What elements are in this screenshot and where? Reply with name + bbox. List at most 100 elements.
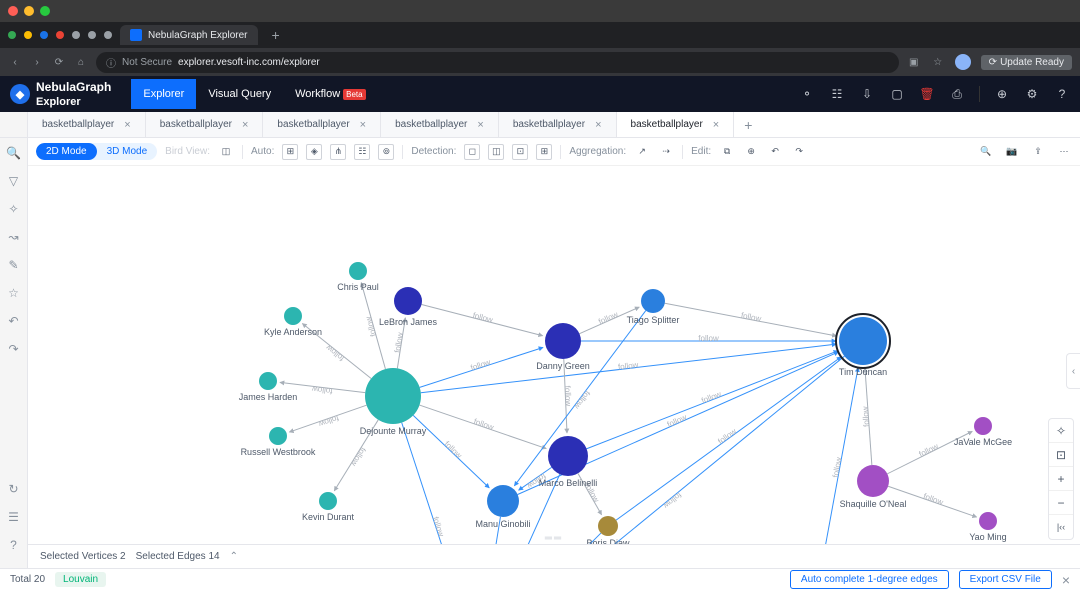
nav-item-explorer[interactable]: Explorer: [131, 79, 196, 109]
agg2-icon[interactable]: ⇢: [658, 144, 674, 160]
graph-node[interactable]: [269, 427, 287, 445]
reload-icon[interactable]: ⟳: [52, 57, 66, 68]
close-icon[interactable]: ×: [124, 119, 130, 131]
close-icon[interactable]: ×: [477, 119, 483, 131]
graph-node[interactable]: [979, 512, 997, 530]
zoom-in-icon[interactable]: +: [1049, 467, 1073, 491]
detect1-icon[interactable]: ◻: [464, 144, 480, 160]
browser-tab-dot[interactable]: [40, 31, 48, 39]
tab-add-button[interactable]: +: [734, 117, 762, 133]
browser-tab-dot[interactable]: [88, 31, 96, 39]
footer-close-icon[interactable]: ×: [1062, 572, 1070, 588]
back-icon[interactable]: ‹: [8, 57, 22, 68]
extension-icon[interactable]: ▣: [907, 57, 921, 68]
file-tab[interactable]: basketballplayer×: [381, 112, 499, 137]
rail-undo-icon[interactable]: ↶: [7, 314, 21, 328]
home-icon[interactable]: ⌂: [74, 57, 88, 68]
search-icon[interactable]: 🔍: [978, 144, 994, 160]
tree-icon[interactable]: ☷: [829, 87, 845, 101]
browser-tab-dot[interactable]: [56, 31, 64, 39]
browser-tab-dot[interactable]: [104, 31, 112, 39]
close-icon[interactable]: ×: [242, 119, 248, 131]
mode-2d-button[interactable]: 2D Mode: [36, 143, 97, 160]
traffic-max-icon[interactable]: [40, 6, 50, 16]
graph-node[interactable]: [349, 262, 367, 280]
graph-node[interactable]: [641, 289, 665, 313]
rail-redo-icon[interactable]: ↷: [7, 342, 21, 356]
rail-expand-icon[interactable]: ✧: [7, 202, 21, 216]
edit-link-icon[interactable]: ⧉: [719, 144, 735, 160]
graph-node[interactable]: [857, 465, 889, 497]
graph-node[interactable]: [545, 323, 581, 359]
zoom-out-icon[interactable]: −: [1049, 491, 1073, 515]
browser-tab-dot[interactable]: [24, 31, 32, 39]
nav-item-workflow[interactable]: WorkflowBeta: [283, 79, 378, 109]
update-button[interactable]: ⟳Update Ready: [981, 55, 1072, 70]
rail-edit-icon[interactable]: ✎: [7, 258, 21, 272]
rail-filter-icon[interactable]: ▽: [7, 174, 21, 188]
rail-help-icon[interactable]: ?: [7, 538, 21, 552]
agg1-icon[interactable]: ↗: [634, 144, 650, 160]
edit-redo-icon[interactable]: ↷: [791, 144, 807, 160]
edit-undo-icon[interactable]: ↶: [767, 144, 783, 160]
browser-tab-dot[interactable]: [8, 31, 16, 39]
auto-layout1-icon[interactable]: ⊞: [282, 144, 298, 160]
close-icon[interactable]: ×: [713, 119, 719, 131]
bookmark-icon[interactable]: ☆: [931, 57, 945, 68]
graph-node[interactable]: [598, 516, 618, 536]
close-icon[interactable]: ×: [595, 119, 601, 131]
graph-node[interactable]: [487, 485, 519, 517]
close-icon[interactable]: ×: [360, 119, 366, 131]
file-tab[interactable]: basketballplayer×: [263, 112, 381, 137]
graph-icon[interactable]: ⚬: [799, 87, 815, 101]
download-icon[interactable]: ⇩: [859, 87, 875, 101]
rail-star-icon[interactable]: ☆: [7, 286, 21, 300]
graph-node[interactable]: [548, 436, 588, 476]
rail-path-icon[interactable]: ↝: [7, 230, 21, 244]
address-bar[interactable]: ⓘ Not Secure explorer.vesoft-inc.com/exp…: [96, 52, 899, 73]
browser-tab-dot[interactable]: [72, 31, 80, 39]
traffic-close-icon[interactable]: [8, 6, 18, 16]
avatar-icon[interactable]: [955, 54, 971, 70]
detect3-icon[interactable]: ⊡: [512, 144, 528, 160]
graph-node[interactable]: [259, 372, 277, 390]
zoom-reset-icon[interactable]: |‹‹: [1049, 515, 1073, 539]
forward-icon[interactable]: ›: [30, 57, 44, 68]
algorithm-chip[interactable]: Louvain: [55, 572, 106, 587]
canvas-area[interactable]: 2D Mode 3D Mode Bird View: ◫ Auto: ⊞ ◈ ⋔…: [28, 138, 1080, 568]
side-panel-toggle[interactable]: ‹: [1066, 353, 1080, 389]
new-tab-button[interactable]: +: [266, 27, 286, 43]
export-csv-button[interactable]: Export CSV File: [959, 570, 1052, 589]
app-logo[interactable]: ◆ NebulaGraphExplorer: [10, 80, 111, 108]
graph-node[interactable]: [974, 417, 992, 435]
graph-node[interactable]: [839, 317, 887, 365]
help-icon[interactable]: ?: [1054, 87, 1070, 101]
rail-history-icon[interactable]: ↻: [7, 482, 21, 496]
rail-search-icon[interactable]: 🔍: [7, 146, 21, 160]
zoom-fit-icon[interactable]: ✧: [1049, 419, 1073, 443]
nav-item-visual-query[interactable]: Visual Query: [196, 79, 283, 109]
file-tab[interactable]: basketballplayer×: [146, 112, 264, 137]
more-icon[interactable]: ⋯: [1056, 144, 1072, 160]
mode-3d-button[interactable]: 3D Mode: [97, 143, 158, 160]
graph-node[interactable]: [319, 492, 337, 510]
window-icon[interactable]: ▢: [889, 87, 905, 101]
auto-layout3-icon[interactable]: ⋔: [330, 144, 346, 160]
selection-expand-icon[interactable]: ⌃: [230, 551, 238, 562]
graph-node[interactable]: [365, 368, 421, 424]
graph-node[interactable]: [394, 287, 422, 315]
auto-layout4-icon[interactable]: ☷: [354, 144, 370, 160]
auto-layout5-icon[interactable]: ⊚: [378, 144, 394, 160]
file-tab[interactable]: basketballplayer×: [617, 112, 735, 137]
detect2-icon[interactable]: ◫: [488, 144, 504, 160]
detect4-icon[interactable]: ⊞: [536, 144, 552, 160]
rail-list-icon[interactable]: ☰: [7, 510, 21, 524]
print-icon[interactable]: ⎙: [949, 87, 965, 102]
traffic-min-icon[interactable]: [24, 6, 34, 16]
auto-layout2-icon[interactable]: ◈: [306, 144, 322, 160]
auto-complete-button[interactable]: Auto complete 1-degree edges: [790, 570, 949, 589]
birdview-toggle[interactable]: ◫: [218, 144, 234, 160]
resize-handle[interactable]: ══: [545, 533, 563, 544]
trash-icon[interactable]: 🗑: [919, 87, 935, 101]
zoom-1to1-icon[interactable]: ⊡: [1049, 443, 1073, 467]
